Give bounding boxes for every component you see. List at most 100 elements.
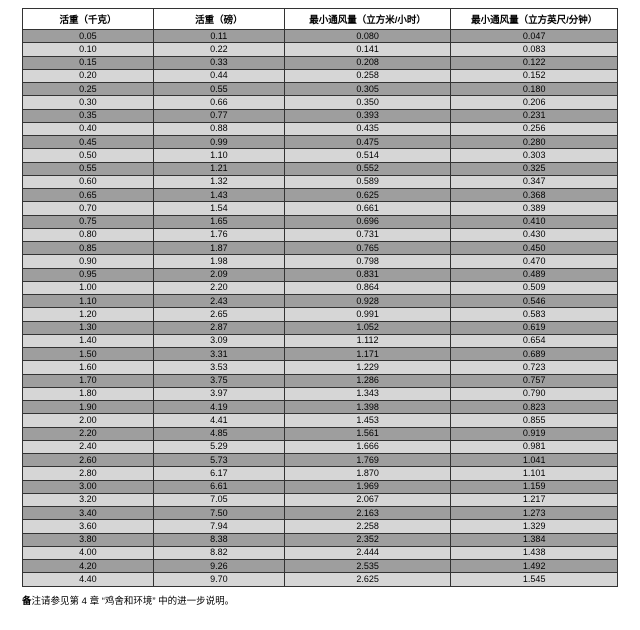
table-cell: 0.10	[23, 43, 154, 56]
table-cell: 0.823	[451, 401, 618, 414]
table-cell: 2.625	[284, 573, 451, 586]
ventilation-rate-table: 活重（千克）活重（磅）最小通风量（立方米/小时）最小通风量（立方英尺/分钟） 0…	[22, 8, 618, 587]
table-cell: 1.00	[23, 281, 154, 294]
table-cell: 1.492	[451, 560, 618, 573]
footnote-text: 注请参见第 4 章 “鸡舍和环境” 中的进一步说明。	[32, 596, 235, 607]
table-cell: 0.619	[451, 321, 618, 334]
table-cell: 0.305	[284, 83, 451, 96]
table-cell: 1.76	[153, 228, 284, 241]
table-cell: 0.080	[284, 30, 451, 43]
table-cell: 1.171	[284, 348, 451, 361]
table-cell: 3.09	[153, 334, 284, 347]
table-cell: 0.798	[284, 255, 451, 268]
table-row: 0.801.760.7310.430	[23, 228, 618, 241]
table-row: 0.400.880.4350.256	[23, 122, 618, 135]
table-cell: 3.53	[153, 361, 284, 374]
table-cell: 0.347	[451, 175, 618, 188]
table-cell: 1.384	[451, 533, 618, 546]
table-cell: 1.398	[284, 401, 451, 414]
table-cell: 7.05	[153, 493, 284, 506]
table-cell: 0.410	[451, 215, 618, 228]
table-cell: 0.141	[284, 43, 451, 56]
table-row: 0.551.210.5520.325	[23, 162, 618, 175]
table-cell: 0.45	[23, 136, 154, 149]
table-cell: 0.368	[451, 189, 618, 202]
footnote-bold: 备	[22, 596, 32, 607]
table-cell: 2.20	[153, 281, 284, 294]
table-cell: 1.343	[284, 387, 451, 400]
table-cell: 3.60	[23, 520, 154, 533]
table-cell: 3.31	[153, 348, 284, 361]
table-cell: 8.82	[153, 546, 284, 559]
table-cell: 0.90	[23, 255, 154, 268]
table-cell: 0.50	[23, 149, 154, 162]
table-cell: 1.112	[284, 334, 451, 347]
table-row: 2.605.731.7691.041	[23, 454, 618, 467]
table-cell: 0.85	[23, 242, 154, 255]
table-cell: 0.33	[153, 56, 284, 69]
table-cell: 4.00	[23, 546, 154, 559]
table-cell: 0.65	[23, 189, 154, 202]
table-row: 0.701.540.6610.389	[23, 202, 618, 215]
table-row: 3.407.502.1631.273	[23, 507, 618, 520]
table-row: 1.503.311.1710.689	[23, 348, 618, 361]
table-cell: 8.38	[153, 533, 284, 546]
table-row: 1.403.091.1120.654	[23, 334, 618, 347]
table-cell: 3.40	[23, 507, 154, 520]
table-cell: 0.22	[153, 43, 284, 56]
table-cell: 1.769	[284, 454, 451, 467]
table-cell: 3.00	[23, 480, 154, 493]
table-cell: 0.393	[284, 109, 451, 122]
table-cell: 0.30	[23, 96, 154, 109]
table-cell: 6.17	[153, 467, 284, 480]
table-cell: 0.05	[23, 30, 154, 43]
table-row: 1.703.751.2860.757	[23, 374, 618, 387]
table-row: 0.851.870.7650.450	[23, 242, 618, 255]
table-cell: 3.75	[153, 374, 284, 387]
table-cell: 0.55	[23, 162, 154, 175]
table-cell: 0.40	[23, 122, 154, 135]
table-cell: 0.489	[451, 268, 618, 281]
table-cell: 0.180	[451, 83, 618, 96]
table-cell: 0.583	[451, 308, 618, 321]
table-cell: 0.77	[153, 109, 284, 122]
table-cell: 1.54	[153, 202, 284, 215]
table-cell: 1.329	[451, 520, 618, 533]
table-cell: 3.97	[153, 387, 284, 400]
table-cell: 1.98	[153, 255, 284, 268]
table-cell: 0.60	[23, 175, 154, 188]
table-cell: 3.20	[23, 493, 154, 506]
table-row: 0.450.990.4750.280	[23, 136, 618, 149]
table-cell: 1.969	[284, 480, 451, 493]
table-cell: 0.514	[284, 149, 451, 162]
table-cell: 0.256	[451, 122, 618, 135]
table-cell: 0.757	[451, 374, 618, 387]
table-cell: 0.66	[153, 96, 284, 109]
table-cell: 1.10	[153, 149, 284, 162]
table-cell: 0.280	[451, 136, 618, 149]
table-row: 4.008.822.4441.438	[23, 546, 618, 559]
table-row: 2.806.171.8701.101	[23, 467, 618, 480]
table-cell: 0.475	[284, 136, 451, 149]
table-cell: 2.20	[23, 427, 154, 440]
table-cell: 0.689	[451, 348, 618, 361]
table-row: 0.651.430.6250.368	[23, 189, 618, 202]
table-cell: 1.273	[451, 507, 618, 520]
table-cell: 0.723	[451, 361, 618, 374]
table-cell: 0.258	[284, 69, 451, 82]
table-row: 3.207.052.0671.217	[23, 493, 618, 506]
table-cell: 2.80	[23, 467, 154, 480]
table-row: 1.302.871.0520.619	[23, 321, 618, 334]
table-cell: 0.55	[153, 83, 284, 96]
table-row: 4.409.702.6251.545	[23, 573, 618, 586]
table-cell: 2.60	[23, 454, 154, 467]
table-cell: 2.258	[284, 520, 451, 533]
table-row: 0.300.660.3500.206	[23, 96, 618, 109]
table-cell: 0.206	[451, 96, 618, 109]
table-cell: 0.25	[23, 83, 154, 96]
table-cell: 0.625	[284, 189, 451, 202]
table-cell: 1.70	[23, 374, 154, 387]
col-header-0: 活重（千克）	[23, 9, 154, 30]
table-row: 0.100.220.1410.083	[23, 43, 618, 56]
table-row: 0.150.330.2080.122	[23, 56, 618, 69]
